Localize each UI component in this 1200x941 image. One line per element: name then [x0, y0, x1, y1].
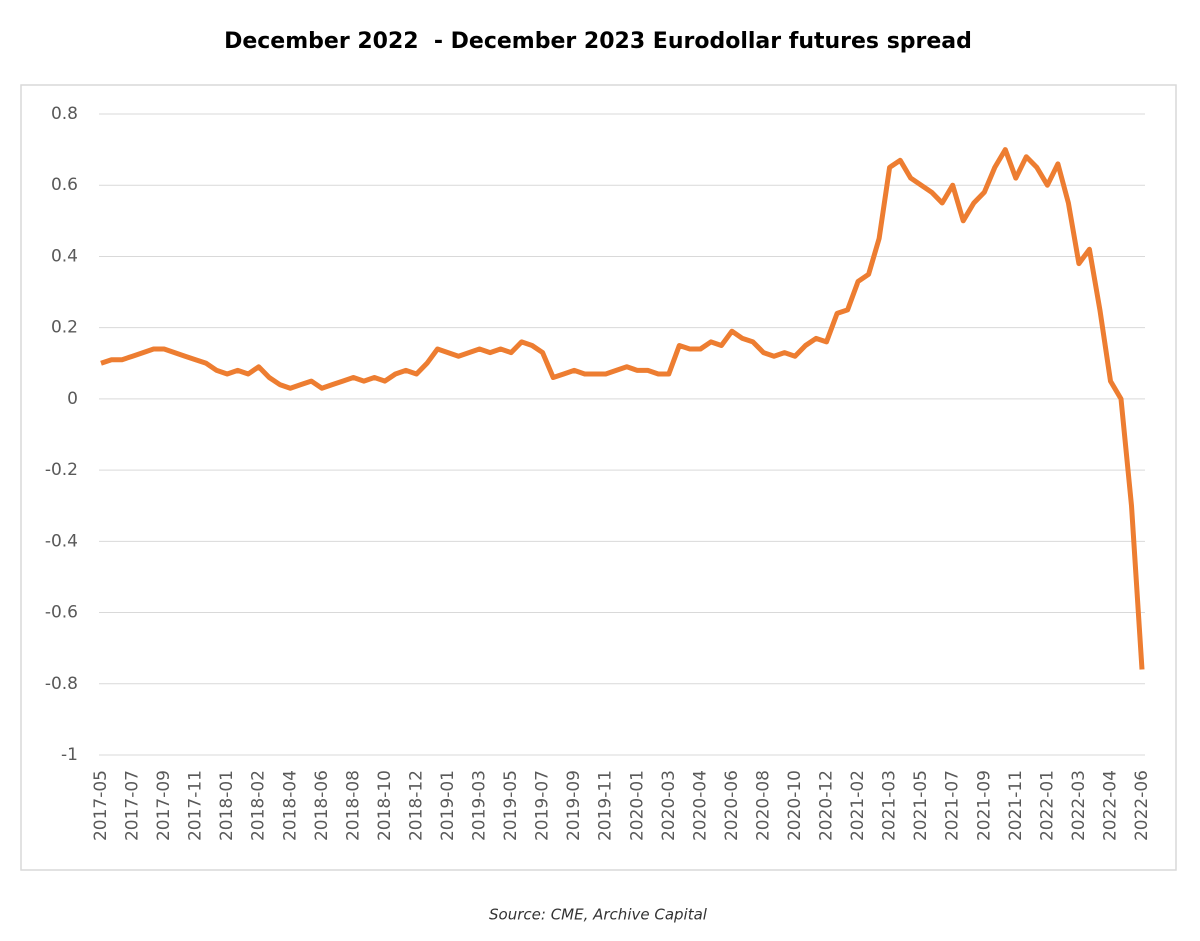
- x-tick-label: 2021-07: [943, 770, 963, 841]
- x-tick-label: 2017-09: [154, 770, 174, 841]
- x-tick-label: 2021-03: [880, 770, 900, 841]
- x-tick-label: 2018-04: [280, 770, 300, 841]
- x-tick-label: 2019-09: [564, 770, 584, 841]
- x-tick-label: 2018-08: [343, 770, 363, 841]
- y-tick-label: -0.6: [45, 603, 78, 623]
- x-tick-label: 2019-03: [470, 770, 490, 841]
- x-tick-label: 2021-11: [1006, 770, 1026, 841]
- y-tick-label: -0.8: [45, 674, 78, 694]
- x-tick-label: 2020-06: [722, 770, 742, 841]
- y-tick-label: -0.4: [45, 531, 78, 551]
- chart-title: December 2022 - December 2023 Eurodollar…: [224, 29, 972, 54]
- chart-frame: [20, 84, 1177, 871]
- x-tick-label: 2017-05: [91, 770, 111, 841]
- x-tick-label: 2018-02: [249, 770, 269, 841]
- x-tick-label: 2022-03: [1069, 770, 1089, 841]
- x-tick-label: 2022-04: [1100, 770, 1120, 841]
- y-tick-label: -0.2: [45, 460, 78, 480]
- x-tick-label: 2020-04: [690, 770, 710, 841]
- x-tick-label: 2020-12: [817, 770, 837, 841]
- x-tick-label: 2019-11: [596, 770, 616, 841]
- x-tick-label: 2019-01: [438, 770, 458, 841]
- y-tick-label: 0.2: [51, 318, 78, 338]
- x-tick-label: 2019-07: [533, 770, 553, 841]
- x-tick-label: 2020-08: [753, 770, 773, 841]
- x-tick-label: 2018-12: [406, 770, 426, 841]
- y-tick-label: 0: [67, 389, 78, 409]
- x-tick-label: 2022-06: [1132, 770, 1152, 841]
- data-line: [100, 147, 1145, 670]
- y-tick-label: 0.6: [51, 175, 78, 195]
- x-tick-label: 2020-03: [659, 770, 679, 841]
- x-tick-label: 2020-10: [785, 770, 805, 841]
- x-tick-label: 2019-05: [501, 770, 521, 841]
- x-tick-label: 2018-10: [375, 770, 395, 841]
- y-tick-label: 0.4: [51, 246, 78, 266]
- x-tick-label: 2018-01: [217, 770, 237, 841]
- x-tick-label: 2020-01: [627, 770, 647, 841]
- y-tick-label: -1: [61, 745, 78, 765]
- x-tick-label: 2018-06: [312, 770, 332, 841]
- x-tick-label: 2021-05: [911, 770, 931, 841]
- x-tick-label: 2017-11: [186, 770, 206, 841]
- y-tick-label: 0.8: [51, 104, 78, 124]
- x-tick-label: 2021-09: [974, 770, 994, 841]
- source-note: Source: CME, Archive Capital: [489, 906, 708, 924]
- x-tick-label: 2021-02: [848, 770, 868, 841]
- x-tick-label: 2017-07: [123, 770, 143, 841]
- x-tick-label: 2022-01: [1037, 770, 1057, 841]
